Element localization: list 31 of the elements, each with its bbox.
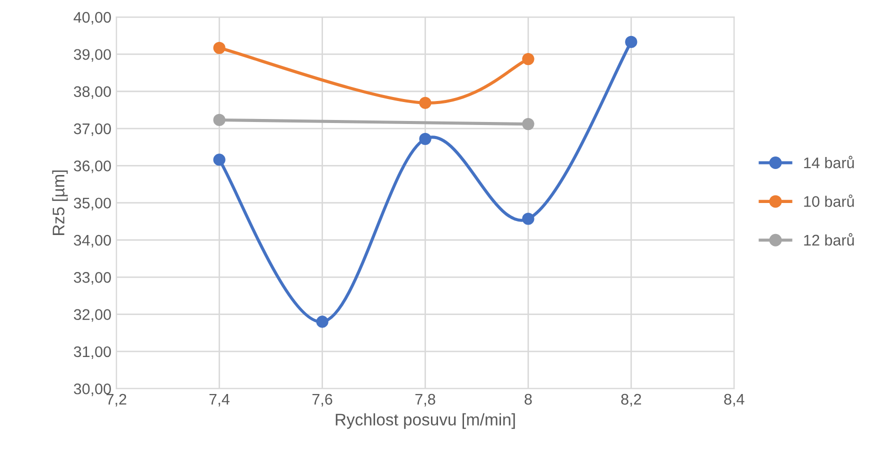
point [213, 42, 226, 54]
x-axis-title: Rychlost posuvu [m/min] [336, 413, 515, 429]
y-tick-label: 33,00 [74, 272, 111, 285]
x-tick-label: 7,8 [415, 394, 436, 407]
x-tick-label: 7,4 [210, 394, 230, 407]
y-tick-label: 40,00 [74, 12, 111, 25]
y-tick-label: 37,00 [74, 123, 111, 136]
y-tick-label: 36,00 [74, 160, 111, 174]
x-tick-label: 7,6 [312, 394, 332, 407]
point [522, 118, 534, 130]
y-axis-title: Rz5 [µm] [52, 170, 68, 235]
y-tick-label: 32,00 [74, 309, 111, 322]
point [213, 114, 226, 126]
point [522, 212, 534, 225]
y-tick-label: 34,00 [74, 234, 111, 248]
y-tick-label: 35,00 [74, 198, 111, 210]
legend-label: 12 barů [804, 233, 854, 246]
y-tick-label: 39,00 [74, 49, 111, 62]
point [213, 154, 226, 166]
y-tick-label: 31,00 [74, 346, 111, 359]
legend-label: 14 barů [804, 156, 854, 168]
point [522, 52, 534, 66]
x-tick-label: 8 [524, 394, 532, 405]
x-tick-label: 8,2 [621, 394, 642, 407]
y-tick-label: 38,00 [74, 86, 111, 99]
legend-label: 10 barů [804, 194, 854, 207]
point [419, 96, 432, 109]
x-tick-label: 8,4 [724, 394, 744, 407]
point [419, 132, 432, 146]
point [625, 36, 638, 48]
point [316, 316, 328, 328]
